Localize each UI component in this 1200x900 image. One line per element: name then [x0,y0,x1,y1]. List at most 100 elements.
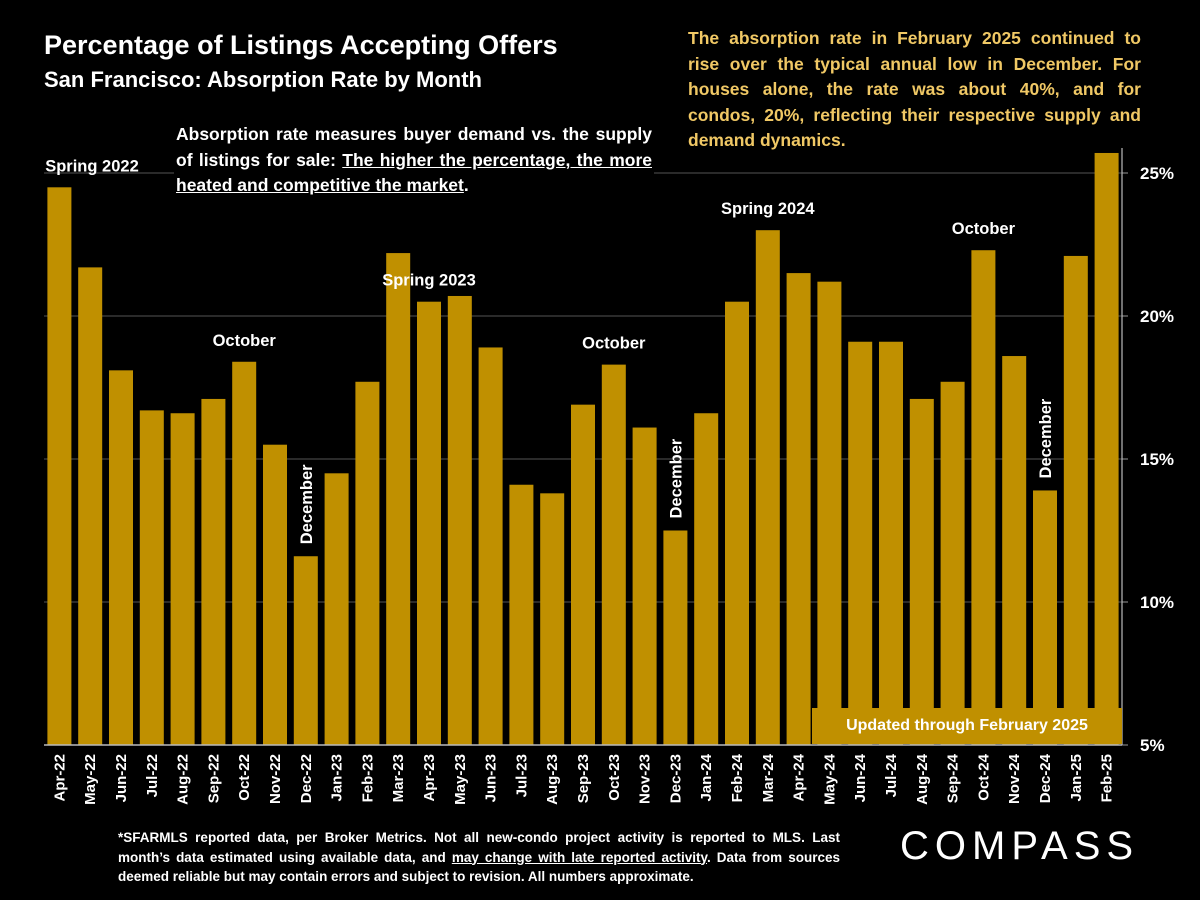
x-tick-label: Jun-22 [113,754,130,802]
annotation-label: Spring 2024 [721,200,815,218]
annotation-label: December [667,438,685,518]
bar [417,301,441,745]
bar [601,364,626,745]
x-tick-label: Nov-23 [637,754,654,804]
x-tick-label: Feb-23 [359,754,376,802]
x-tick-label: Apr-24 [791,753,808,801]
bar [1094,152,1119,746]
bar [694,413,719,745]
bar [971,250,996,745]
bar [139,410,164,745]
x-tick-label: May-22 [82,754,99,805]
x-tick-label: Nov-22 [267,754,284,804]
bar [1002,356,1027,745]
x-tick-label: Mar-23 [390,754,407,802]
annotation-label: October [582,335,646,353]
x-tick-label: Aug-23 [544,754,561,805]
x-tick-label: Jun-24 [852,753,869,802]
bar [263,444,287,745]
bar [848,341,873,745]
bar [78,267,103,745]
annotation-label: December [1037,398,1055,478]
definition-note: Absorption rate measures buyer demand vs… [174,122,654,199]
bar [447,295,472,745]
bar [509,484,534,745]
bar [786,273,811,745]
x-tick-label: Dec-24 [1037,753,1054,803]
x-tick-label: Jul-23 [513,754,530,797]
x-tick-label: Nov-24 [1006,753,1023,804]
x-tick-label: Jun-23 [483,754,500,802]
chart-title: Percentage of Listings Accepting Offers [44,30,558,60]
bar [324,473,349,745]
annotations: Spring 2022 October December Spring 2023 Oct… [45,157,1055,544]
y-tick-label: 20% [1140,307,1174,326]
bar [663,530,688,745]
bar [632,427,657,745]
bar [170,413,195,745]
x-tick-label: Dec-22 [298,754,315,803]
updated-text: Updated through February 2025 [846,717,1088,734]
x-tick-label: Mar-24 [760,753,777,802]
definition-emphasis: The higher the percentage, the more heat… [176,149,652,196]
x-tick-label: Jan-23 [329,754,346,802]
x-tick-label: Oct-23 [606,754,623,801]
bar [47,187,72,746]
x-tick-label: May-23 [452,754,469,805]
bar [909,398,934,745]
annotation-label: December [298,464,316,544]
chart-subtitle: San Francisco: Absorption Rate by Month [44,67,482,92]
x-tick-label: Aug-24 [914,753,931,804]
annotation-label: Spring 2023 [382,272,476,290]
x-tick-label: Jan-25 [1068,754,1085,802]
bar [571,404,595,745]
footnote: *SFARMLS reported data, per Broker Metri… [118,828,840,887]
bar [755,230,780,745]
y-tick-label: 15% [1140,450,1174,469]
x-tick-label: Apr-23 [421,754,438,802]
axes: 5% 10% 15% 20% 25% Apr-22 May-22 Jun-22 Jul-22 Au… [44,148,1174,805]
annotation-label: October [952,220,1016,238]
x-tick-label: Dec-23 [667,754,684,803]
x-tick-label: Sep-23 [575,754,592,803]
definition-text: Absorption rate measures buyer demand vs… [176,124,652,170]
x-tick-label: Jul-22 [144,754,161,797]
bar [817,281,842,745]
x-tick-label: Apr-22 [51,754,68,802]
bars [47,152,1119,746]
bar [879,341,903,745]
x-tick-label: May-24 [821,753,838,805]
bar [386,253,411,745]
x-tick-label: Feb-25 [1099,754,1116,802]
bar [1063,255,1088,745]
x-tick-label: Sep-24 [945,753,962,803]
x-tick-label: Sep-22 [205,754,222,803]
y-tick-label: 10% [1140,593,1174,612]
bar [725,301,749,745]
bar [293,556,318,745]
bar [1033,490,1057,745]
y-tick-label: 25% [1140,164,1174,183]
bar [540,493,565,745]
y-tick-label: 5% [1140,736,1165,755]
bar [478,347,503,745]
updated-badge: Updated through February 2025 [812,708,1122,744]
x-tick-label: Feb-24 [729,753,746,802]
footnote-underlined: may change with late reported activity [451,849,707,865]
bar [940,381,965,745]
commentary-note: The absorption rate in February 2025 con… [688,28,1141,150]
x-tick-label: Aug-22 [175,754,192,805]
x-tick-label: Oct-24 [975,753,992,800]
x-tick-label: Jul-24 [883,753,900,797]
x-tick-label: Jan-24 [698,753,715,801]
bar [201,398,226,745]
footnote-text-2: . Data from sources deemed reliable but … [118,849,840,885]
bar [109,370,133,745]
bar [232,361,257,745]
definition-end: . [463,175,469,195]
annotation-label: Spring 2022 [45,157,139,175]
annotation-label: October [213,332,277,350]
footnote-text-1: *SFARMLS reported data, per Broker Metri… [118,830,840,865]
x-tick-label: Oct-22 [236,754,253,801]
